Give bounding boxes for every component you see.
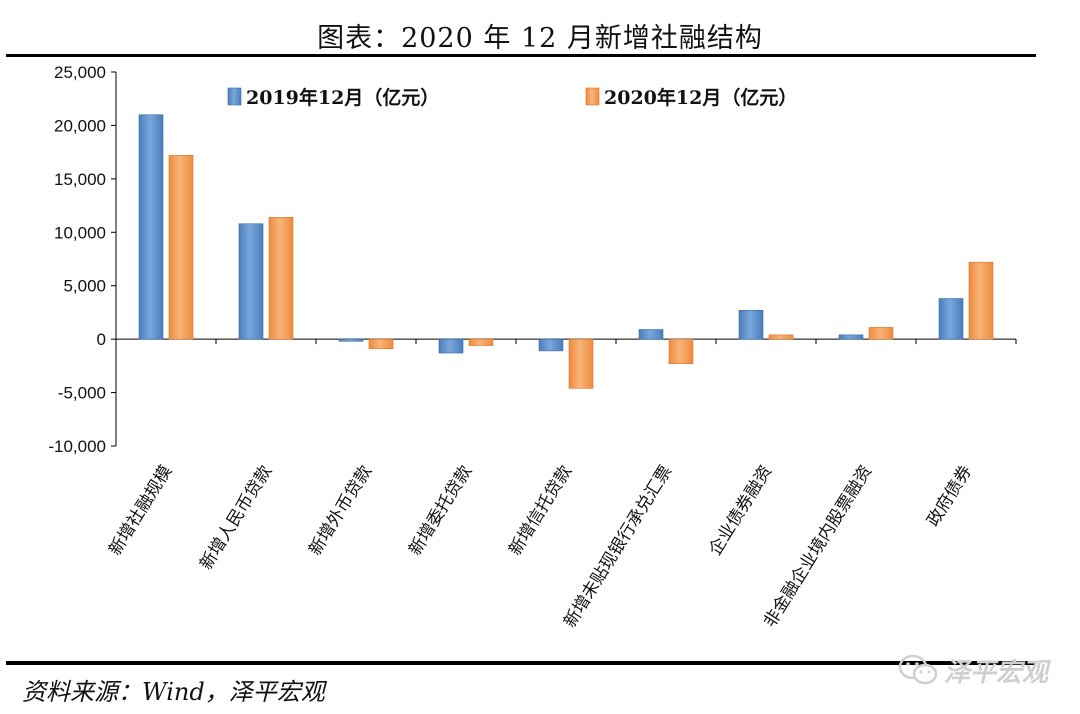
category-label: 新增委托贷款: [405, 462, 476, 559]
bar-1-6: [638, 329, 664, 340]
y-tick-label: 20,000: [54, 116, 106, 135]
category-label: 新增外币贷款: [305, 462, 376, 559]
plot-area: -10,000 -5,000 0 5,000 10,000 15,000 20,000 25,…: [48, 63, 1017, 631]
bar-2-8: [868, 327, 894, 340]
y-tick-label: 25,000: [54, 63, 106, 82]
bar-2-3: [368, 338, 394, 350]
bar-1-3: [338, 338, 364, 342]
category-label: 新增未贴现银行承兑汇票: [560, 462, 676, 631]
bar-2-6: [668, 338, 694, 365]
bottom-rule: [6, 661, 1036, 665]
bar-2-4: [468, 338, 494, 346]
bar-1-4: [438, 338, 464, 354]
bar-1-5: [538, 338, 564, 352]
bar-2-9: [968, 261, 994, 340]
wechat-icon: [898, 654, 938, 685]
y-tick-label: 0: [97, 330, 106, 349]
bar-1-2: [238, 223, 264, 340]
bar-2-2: [268, 217, 294, 340]
bar-2-5: [568, 338, 594, 389]
category-label: 政府债券: [923, 462, 976, 530]
category-label: 企业债券融资: [705, 462, 776, 559]
top-rule: [6, 54, 1036, 57]
bar-1-7: [738, 309, 764, 340]
bar-1-1: [138, 114, 164, 340]
y-tick-label: -10,000: [48, 437, 106, 456]
bar-2-7: [768, 334, 794, 340]
watermark: 泽平宏观: [898, 650, 1048, 690]
y-tick-label: 5,000: [63, 277, 106, 296]
legend-swatch-1: [227, 87, 242, 106]
y-tick-label: -5,000: [58, 384, 106, 403]
category-label: 新增信托贷款: [505, 462, 576, 559]
y-tick-label: 15,000: [54, 170, 106, 189]
legend-swatch-2: [585, 87, 600, 106]
legend-label-2: 2020年12月（亿元）: [604, 86, 797, 109]
category-label: 新增人民币贷款: [196, 462, 276, 574]
y-tick-label: 10,000: [54, 223, 106, 242]
source-note: 资料来源：Wind，泽平宏观: [22, 678, 325, 706]
bar-1-8: [838, 334, 864, 340]
page-title: 图表：2020 年 12 月新增社融结构: [317, 23, 763, 54]
bar-2-1: [168, 155, 194, 340]
category-label: 非金融企业境内股票融资: [760, 462, 876, 631]
bar-chart: -10,000 -5,000 0 5,000 10,000 15,000 20,000 25,…: [48, 63, 1017, 631]
category-label: 新增社融规模: [105, 462, 176, 559]
legend-label-1: 2019年12月（亿元）: [246, 86, 439, 109]
watermark-text: 泽平宏观: [944, 657, 1049, 688]
bar-1-9: [938, 298, 964, 340]
